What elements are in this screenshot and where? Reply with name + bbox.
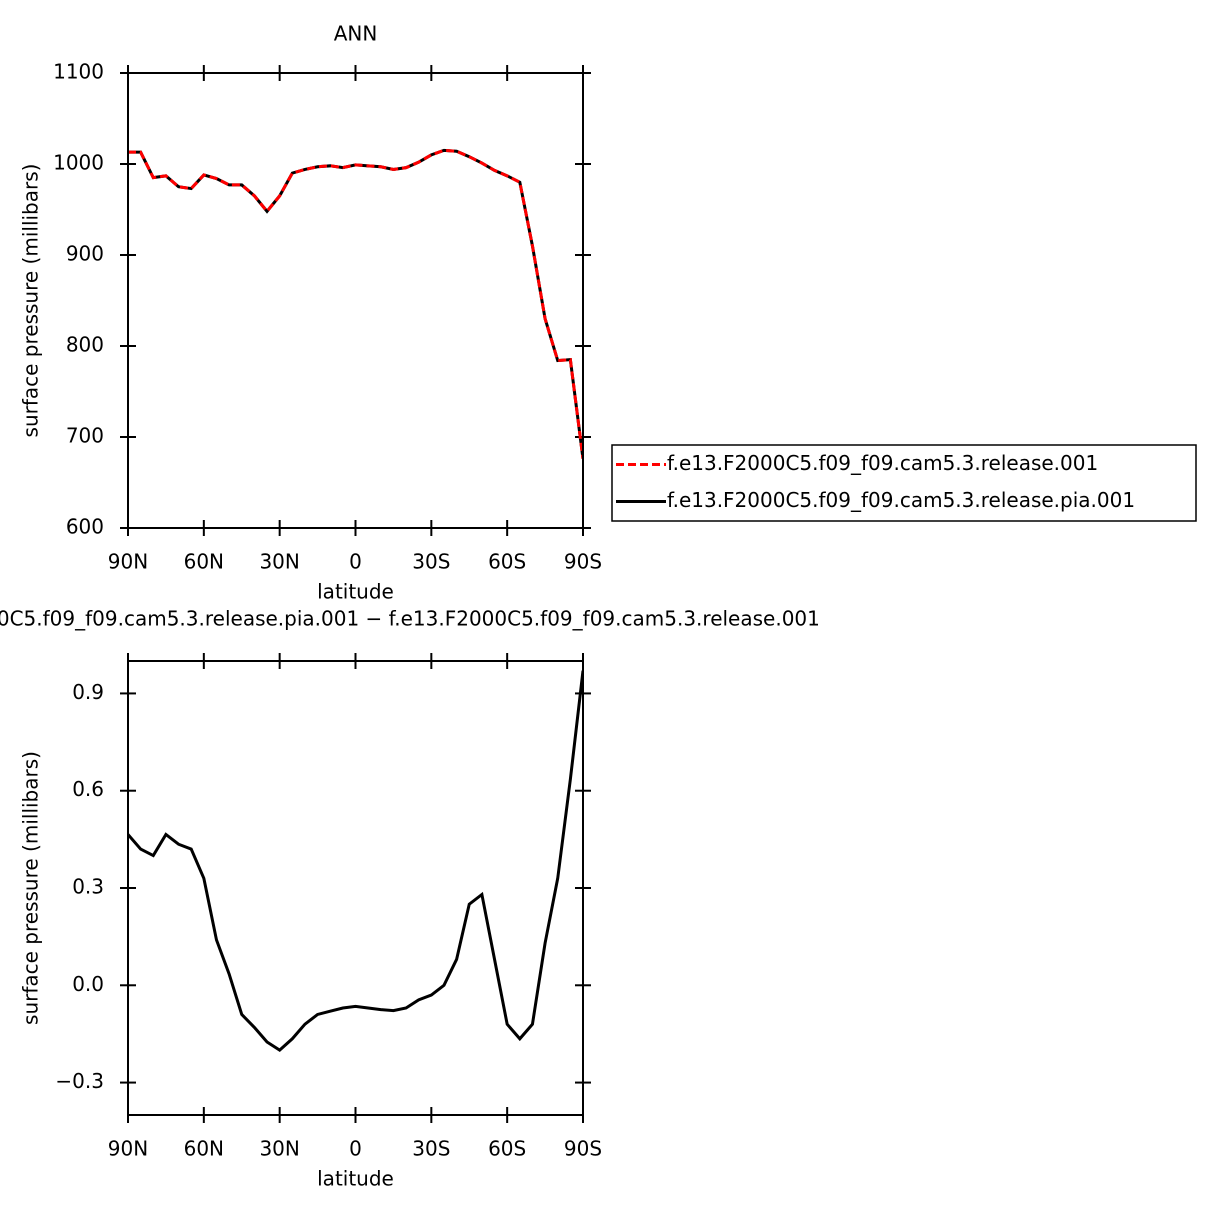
y-tick-label: 0.9 (72, 680, 104, 704)
y-axis-label: surface pressure (millibars) (19, 164, 43, 438)
x-tick-label: 60N (184, 550, 224, 574)
x-tick-label: 90S (564, 1137, 602, 1161)
x-tick-label: 60S (488, 1137, 526, 1161)
y-tick-label: 600 (66, 515, 104, 539)
x-axis-label: latitude (317, 1167, 394, 1191)
y-tick-label: 0.3 (72, 875, 104, 899)
y-axis-label: surface pressure (millibars) (19, 751, 43, 1025)
legend-box (611, 444, 1197, 522)
x-tick-label: 0 (349, 550, 362, 574)
legend-label: f.e13.F2000C5.f09_f09.cam5.3.release.pia… (667, 488, 1135, 512)
x-tick-label: 30N (259, 1137, 299, 1161)
y-tick-label: 1000 (53, 151, 104, 175)
y-tick-label: 700 (66, 424, 104, 448)
y-tick-label: 800 (66, 333, 104, 357)
x-tick-label: 90S (564, 550, 602, 574)
y-tick-label: 0.6 (72, 777, 104, 801)
x-tick-label: 30N (259, 550, 299, 574)
x-tick-label: 30S (412, 1137, 450, 1161)
y-tick-label: 1100 (53, 60, 104, 84)
y-tick-label: 0.0 (72, 972, 104, 996)
x-tick-label: 0 (349, 1137, 362, 1161)
plot-frame (127, 660, 584, 1116)
x-axis-label: latitude (317, 580, 394, 604)
legend-label: f.e13.F2000C5.f09_f09.cam5.3.release.001 (667, 451, 1098, 475)
plot-frame (127, 72, 584, 529)
data-line (128, 148, 583, 460)
data-line (128, 148, 583, 460)
data-line (128, 670, 583, 1053)
y-tick-label: −0.3 (55, 1069, 104, 1093)
chart-title: ANN (334, 22, 378, 46)
x-tick-label: 90N (108, 550, 148, 574)
x-tick-label: 60N (184, 1137, 224, 1161)
y-tick-label: 900 (66, 242, 104, 266)
x-tick-label: 30S (412, 550, 450, 574)
chart-title: f.e13.F2000C5.f09_f09.cam5.3.release.pia… (0, 607, 820, 631)
x-tick-label: 90N (108, 1137, 148, 1161)
x-tick-label: 60S (488, 550, 526, 574)
